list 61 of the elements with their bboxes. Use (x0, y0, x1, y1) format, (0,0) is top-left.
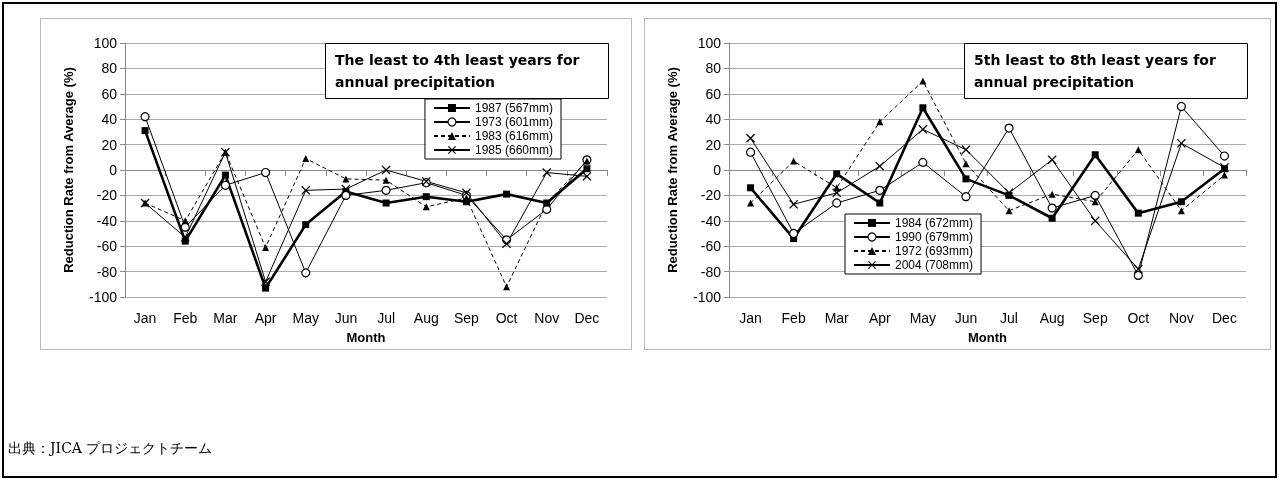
legend-label: 1972 (693mm) (895, 244, 974, 258)
x-tick-label: Apr (254, 310, 277, 326)
x-tick-label: Jul (1000, 310, 1018, 326)
x-tick-label: Mar (213, 310, 238, 326)
source-note: 出典：JICA プロジェクトチーム (8, 440, 213, 458)
y-tick-label: 100 (93, 35, 118, 51)
x-tick-label: Nov (534, 310, 560, 326)
legend-label: 1973 (601mm) (474, 115, 554, 129)
x-axis-title: Month (346, 330, 386, 345)
y-tick-label: -60 (700, 238, 722, 255)
y-tick-label: 80 (705, 60, 722, 77)
x-tick-label: Jan (739, 310, 762, 326)
y-tick-label: -80 (700, 263, 722, 280)
legend-label: 1983 (616mm) (474, 129, 554, 143)
y-tick-label: -40 (700, 212, 722, 229)
y-tick-label: -20 (700, 187, 722, 204)
x-tick-label: Sep (453, 310, 480, 326)
x-tick-label: Aug (1039, 310, 1065, 326)
y-tick-label: 100 (697, 35, 722, 51)
y-tick-label: 0 (713, 162, 722, 178)
text: 5th least to 8th least years for annual precipitation (974, 52, 1221, 90)
y-axis-title: Reduction Rate from Average (%) (665, 67, 680, 273)
x-tick-label: Aug (413, 310, 439, 326)
legend-label: 1984 (672mm) (895, 216, 974, 230)
x-tick-label: Nov (1168, 310, 1194, 326)
x-tick-label: Jun (334, 310, 358, 326)
legend-label: 1987 (567mm) (474, 101, 554, 115)
y-tick-label: 40 (101, 111, 118, 128)
y-tick-label: 20 (101, 136, 118, 153)
y-tick-label: -100 (692, 289, 722, 305)
x-tick-label: Jun (954, 310, 978, 326)
x-tick-label: Mar (824, 310, 850, 326)
x-axis-title: Month (968, 330, 1008, 345)
y-tick-label: 60 (705, 85, 722, 102)
y-tick-label: -20 (96, 187, 118, 204)
x-tick-label: Apr (868, 310, 892, 326)
x-tick-label: Sep (1082, 310, 1108, 326)
legend-label: 1990 (679mm) (895, 230, 974, 244)
y-tick-label: -60 (96, 238, 118, 255)
x-tick-label: Feb (781, 310, 806, 326)
legend-label: 2004 (708mm) (895, 258, 974, 272)
y-tick-label: 60 (101, 85, 118, 102)
text: The least to 4th least years for annual precipitation (335, 52, 585, 90)
x-tick-label: Feb (173, 310, 198, 326)
x-tick-label: Oct (1127, 310, 1150, 326)
x-tick-label: Jan (133, 310, 157, 326)
legend-label: 1985 (660mm) (474, 143, 554, 157)
y-tick-label: -80 (96, 263, 118, 280)
x-tick-label: Jul (377, 310, 396, 326)
x-tick-label: Dec (574, 310, 600, 326)
y-tick-label: 40 (705, 111, 722, 128)
y-axis-title: Reduction Rate from Average (%) (61, 67, 76, 273)
x-tick-label: May (292, 310, 319, 326)
y-tick-label: 0 (109, 162, 118, 178)
x-tick-label: May (909, 310, 937, 326)
y-tick-label: 80 (101, 60, 118, 77)
y-tick-label: -40 (96, 212, 118, 229)
x-tick-label: Dec (1212, 310, 1237, 326)
y-tick-label: 20 (705, 136, 722, 153)
x-tick-label: Oct (495, 310, 518, 326)
y-tick-label: -100 (88, 289, 118, 305)
